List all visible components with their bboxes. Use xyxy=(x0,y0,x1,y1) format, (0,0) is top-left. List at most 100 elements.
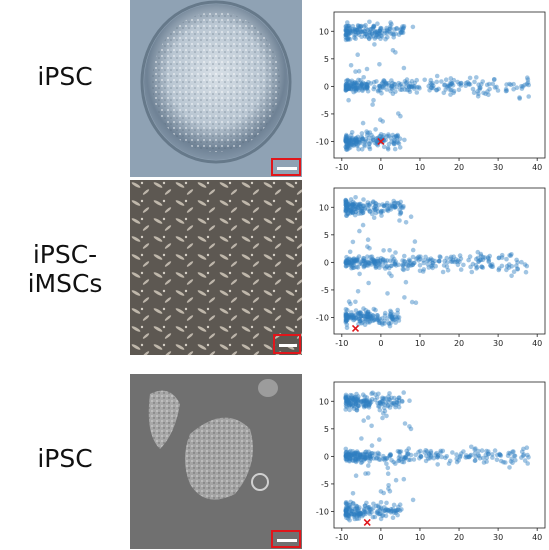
scatter-point xyxy=(351,396,357,402)
scatter-point xyxy=(484,448,489,454)
scatter-point xyxy=(388,308,393,314)
scatter-point xyxy=(343,139,349,144)
scatter-point xyxy=(346,403,352,409)
scatter-point xyxy=(430,257,435,263)
scatter-point xyxy=(361,256,367,261)
scatter-point xyxy=(353,139,359,144)
scatter-point xyxy=(369,31,375,37)
scatter-point xyxy=(461,449,466,454)
scatter-point xyxy=(458,81,464,86)
scatter-point xyxy=(385,291,390,296)
scatter-point xyxy=(396,395,402,401)
scatter-point xyxy=(355,399,361,404)
scatter-point xyxy=(416,254,422,259)
scatter-point xyxy=(445,83,451,88)
scatter-point xyxy=(466,82,472,87)
scatter-point xyxy=(359,82,364,87)
scatter-point xyxy=(346,23,352,29)
scatter-point xyxy=(489,262,495,267)
scatter-point xyxy=(382,508,387,514)
scatter-point xyxy=(405,263,411,268)
scatter-point xyxy=(366,141,372,147)
scatter-point xyxy=(362,503,368,508)
scatter-point xyxy=(394,507,400,513)
scatter-point xyxy=(366,36,372,42)
scatter-point xyxy=(367,455,372,460)
scatter-point xyxy=(391,312,396,317)
scatter-point xyxy=(359,29,365,35)
scatter-point xyxy=(374,313,380,318)
scatter-point xyxy=(368,455,373,460)
scatter-point xyxy=(367,401,372,407)
scatter-point xyxy=(353,135,359,141)
scatter-point xyxy=(433,263,438,269)
scatter-point xyxy=(393,510,399,515)
scatter-point xyxy=(373,392,378,397)
scatter-point xyxy=(344,132,349,138)
scatter-point xyxy=(345,85,350,91)
scatter-point xyxy=(352,458,358,464)
scatter-point xyxy=(350,491,356,496)
scatter-point xyxy=(392,81,397,87)
scatter-point xyxy=(444,454,449,459)
scatter-point xyxy=(509,273,514,279)
scatter-point xyxy=(478,257,484,263)
scale-bar-highlight xyxy=(273,334,301,354)
scatter-point xyxy=(375,313,380,318)
scatter-point xyxy=(376,404,381,409)
scatter-point xyxy=(349,141,355,147)
scatter-point xyxy=(366,403,372,408)
scatter-point xyxy=(402,137,407,143)
scatter-point xyxy=(378,25,383,31)
scatter-point xyxy=(344,508,349,513)
scatter-point xyxy=(375,32,380,38)
scatter-point xyxy=(347,513,352,519)
scatter-point xyxy=(490,455,495,460)
scatter-point xyxy=(349,203,354,209)
scatter-point xyxy=(351,398,356,403)
scatter-point xyxy=(361,399,367,404)
scatter-point xyxy=(345,398,350,403)
scatter-point xyxy=(365,505,370,510)
scatter-point xyxy=(392,205,398,210)
scatter-point xyxy=(417,86,422,91)
scatter-point xyxy=(361,401,366,407)
scatter-point xyxy=(388,452,393,458)
scatter-point xyxy=(412,239,418,244)
scatter-point xyxy=(393,320,398,325)
scatter-point xyxy=(353,209,358,215)
scatter-point xyxy=(364,84,370,90)
scatter-point xyxy=(348,138,353,143)
scatter-point xyxy=(376,30,382,36)
scatter-point xyxy=(374,503,379,509)
scatter-point xyxy=(428,81,433,86)
scatter-point xyxy=(363,314,369,319)
scatter-point xyxy=(356,203,362,208)
scatter-point xyxy=(473,262,479,268)
scatter-point xyxy=(360,451,365,457)
scatter-point xyxy=(504,256,509,262)
scatter-point xyxy=(344,512,350,517)
scatter-point xyxy=(365,415,371,420)
scatter-point xyxy=(369,443,375,448)
scatter-point xyxy=(494,452,500,458)
scatter-point xyxy=(373,317,378,322)
x-tick-label: 40 xyxy=(532,163,542,172)
scatter-point xyxy=(364,263,369,268)
scatter-point xyxy=(363,311,368,316)
scatter-point xyxy=(347,456,353,461)
scatter-point xyxy=(366,202,371,208)
scatter-point xyxy=(352,512,358,518)
scatter-point xyxy=(350,201,355,207)
scatter-point xyxy=(343,394,349,399)
scatter-point xyxy=(344,322,350,327)
scatter-point xyxy=(362,205,368,211)
scatter-point xyxy=(501,459,506,465)
scatter-point xyxy=(352,35,357,40)
scatter-point xyxy=(346,85,352,90)
scatter-point xyxy=(355,142,360,148)
scatter-point xyxy=(386,265,392,271)
scatter-chart-1: -10 0 10 20 30 40 -10 -5 0 5 10 xyxy=(308,10,549,178)
scatter-point xyxy=(347,29,352,35)
scatter-point xyxy=(396,507,401,513)
